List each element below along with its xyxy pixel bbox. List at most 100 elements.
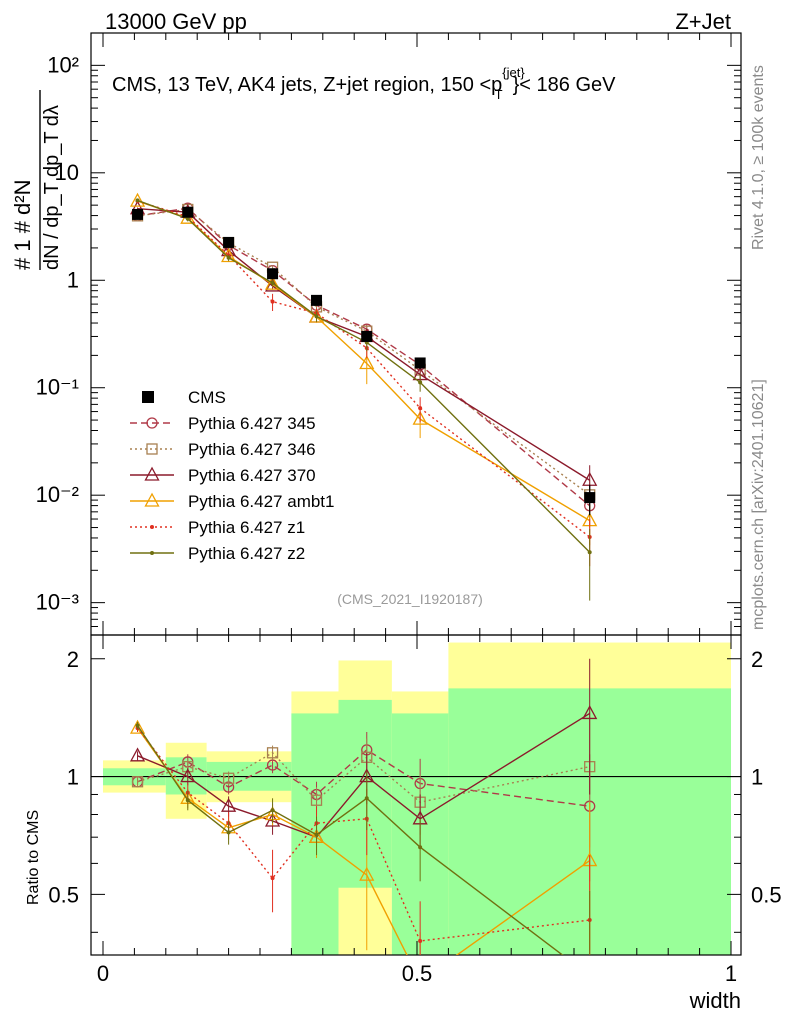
ratio-line-4 (136, 727, 590, 942)
main-marker-5 (135, 198, 140, 203)
legend-label-0: Pythia 6.427 345 (188, 414, 316, 433)
ratio-marker-5 (364, 796, 369, 801)
data-point (584, 492, 596, 504)
ratio-tick-label-right: 2 (751, 647, 763, 672)
ratio-marker-2 (180, 768, 196, 783)
ratio-tick-label-right: 1 (751, 765, 763, 790)
ratio-marker-5 (314, 832, 319, 837)
ratio-marker-5 (226, 830, 231, 835)
mcplots-label: mcplots.cern.ch [arXiv:2401.10621] (750, 379, 767, 630)
ratio-marker-3 (359, 866, 375, 881)
y-tick-label: 10² (47, 52, 79, 77)
data-point (223, 236, 235, 248)
main-series (129, 192, 598, 601)
ratio-series (129, 658, 598, 955)
x-axis-label: width (689, 988, 741, 1013)
main-marker-3 (308, 308, 325, 323)
data-point (361, 330, 373, 342)
ratio-tick-label-right: 0.5 (751, 882, 782, 907)
ratio-marker-2 (129, 747, 146, 762)
chart-title-sub: T (495, 87, 503, 102)
ratio-marker-5 (185, 798, 190, 803)
ratio-marker-1 (131, 776, 144, 788)
chart-title-part1: CMS, 13 TeV, AK4 jets, Z+jet region, 150… (112, 74, 502, 96)
data-point (267, 268, 279, 280)
main-line-5 (137, 199, 591, 553)
main-panel: 10⁻³ 10⁻² 10⁻¹ 1 10 10² (36, 32, 742, 636)
main-line-2 (137, 208, 591, 481)
ratio-marker-5 (135, 723, 140, 728)
legend-label-3: Pythia 6.427 ambt1 (188, 492, 334, 511)
legend-marker-5 (150, 551, 154, 555)
ratio-marker-1 (310, 794, 323, 806)
y-tick-label: 1 (67, 267, 79, 292)
y-label-den: dN / dp_T dp_T dλ (41, 105, 63, 270)
ratio-marker-3 (129, 719, 146, 734)
main-marker-4 (418, 406, 423, 411)
ratio-marker-5 (418, 845, 423, 850)
rivet-label: Rivet 4.1.0, ≥ 100k events (750, 65, 767, 250)
main-marker-3 (264, 275, 281, 290)
main-line-4 (137, 200, 591, 538)
y-label-num: # 1 # d²N (10, 180, 35, 271)
legend-marker-2 (144, 466, 160, 481)
main-marker-5 (587, 550, 592, 555)
ratio-marker-2 (582, 705, 598, 720)
header-right: Z+Jet (675, 9, 731, 34)
data-point (311, 294, 323, 306)
ratio-tick-label: 0.5 (48, 882, 79, 907)
ratio-marker-4 (418, 939, 423, 944)
main-line-0 (137, 207, 591, 507)
data-point (182, 206, 194, 218)
main-marker-4 (270, 299, 275, 304)
main-marker-5 (314, 314, 319, 319)
ratio-y-label: Ratio to CMS (25, 810, 42, 905)
ratio-tick-label: 2 (67, 647, 79, 672)
y-axis-label: # 1 # d²N dN / dp_T dp_T dλ (10, 90, 63, 270)
main-data-points (132, 206, 596, 516)
y-tick-label: 10⁻³ (36, 590, 79, 615)
legend-label-1: Pythia 6.427 346 (188, 440, 316, 459)
ratio-marker-2 (221, 797, 237, 812)
header-left: 13000 GeV pp (105, 9, 247, 34)
watermark: (CMS_2021_I1920187) (337, 591, 483, 607)
chart-title-part2: }< 186 GeV (513, 74, 617, 96)
legend-marker-4 (150, 525, 154, 529)
legend-marker-0 (146, 417, 158, 429)
legend-label-cms: CMS (188, 388, 226, 407)
band-green-4 (338, 699, 392, 888)
legend-label-4: Pythia 6.427 z1 (188, 518, 305, 537)
ratio-marker-1 (222, 772, 235, 784)
legend: CMS Pythia 6.427 345 Pythia 6.427 346 Pythi… (130, 388, 334, 563)
y-tick-label: 10 (55, 160, 79, 185)
x-tick-label: 1 (725, 961, 737, 986)
main-marker-5 (418, 380, 423, 385)
ratio-frame (90, 634, 742, 956)
x-tick-label: 0.5 (402, 961, 433, 986)
x-tick-label: 0 (97, 961, 109, 986)
main-marker-3 (359, 355, 375, 370)
main-marker-3 (129, 192, 146, 207)
legend-marker-1 (146, 443, 158, 455)
ratio-line-5 (136, 725, 564, 955)
data-point (132, 208, 144, 220)
legend-marker-cms (142, 391, 154, 403)
data-point (414, 357, 426, 369)
ratio-line-0 (137, 749, 590, 807)
main-marker-3 (412, 410, 428, 425)
ratio-marker-4 (270, 876, 275, 881)
ratio-panel: 0.5 0.5 1 1 2 2 0 0.5 1 (48, 634, 782, 986)
main-marker-5 (270, 281, 275, 286)
ratio-tick-label: 1 (67, 765, 79, 790)
chart-title: CMS, 13 TeV, AK4 jets, Z+jet region, 150… (112, 65, 616, 102)
chart-title-sup: {jet} (502, 65, 525, 80)
legend-label-2: Pythia 6.427 370 (188, 466, 316, 485)
y-tick-label: 10⁻² (36, 482, 79, 507)
y-tick-label: 10⁻¹ (36, 375, 79, 400)
legend-label-5: Pythia 6.427 z2 (188, 544, 305, 563)
ratio-marker-5 (270, 808, 275, 813)
ratio-marker-1 (266, 747, 279, 759)
legend-marker-3 (144, 492, 160, 507)
main-marker-5 (226, 255, 231, 260)
